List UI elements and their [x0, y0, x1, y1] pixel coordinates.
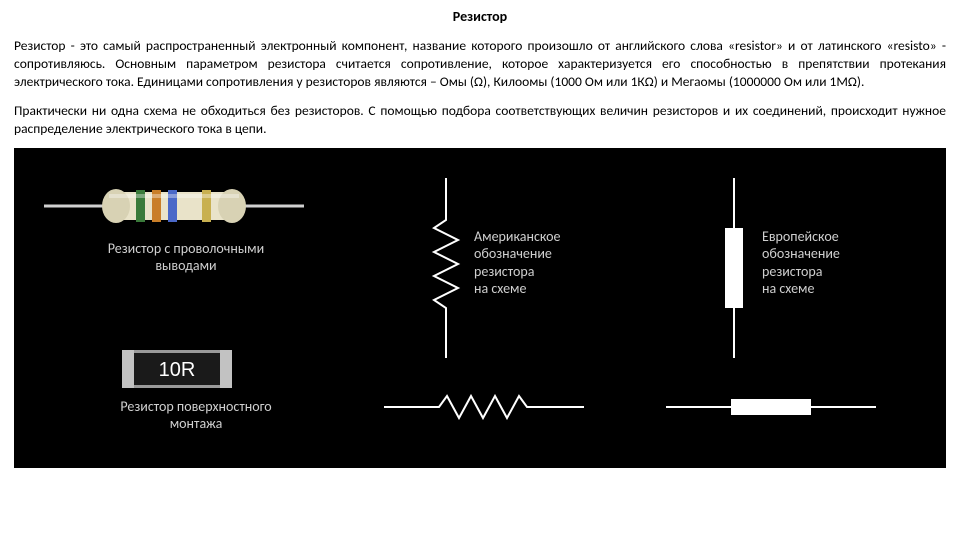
us-label-line1: Американское: [474, 228, 561, 245]
eu-label-line3: резистора: [762, 263, 822, 280]
eu-label-line2: обозначение: [762, 245, 840, 262]
us-label-line4: на схеме: [474, 280, 526, 297]
leaded-label-line1: Резистор с проволочными: [108, 240, 264, 257]
eu-label-line1: Европейское: [762, 228, 839, 245]
leaded-resistor-icon: [44, 176, 304, 236]
us-symbol-label: Американское обозначение резистора на сх…: [474, 228, 561, 298]
eu-symbol-vertical-icon: [714, 178, 754, 358]
eu-symbol-label: Европейское обозначение резистора на схе…: [762, 228, 840, 298]
us-label-line3: резистора: [474, 263, 534, 280]
smd-resistor-label: Резистор поверхностного монтажа: [86, 398, 306, 433]
smd-label-line2: монтажа: [170, 415, 223, 432]
paragraph-2: Практически ни одна схема не обходиться …: [14, 102, 946, 138]
page-title: Резистор: [14, 8, 946, 27]
smd-label-line1: Резистор поверхностного: [120, 398, 271, 415]
us-label-line2: обозначение: [474, 245, 552, 262]
leaded-resistor-label: Резистор с проволочными выводами: [86, 240, 286, 275]
resistor-diagram: Резистор с проволочными выводами 10R Рез…: [14, 148, 946, 468]
paragraph-1: Резистор - это самый распространенный эл…: [14, 37, 946, 92]
smd-resistor-icon: 10R: [122, 346, 232, 392]
eu-label-line4: на схеме: [762, 280, 814, 297]
us-symbol-horizontal-icon: [384, 392, 584, 422]
us-symbol-vertical-icon: [426, 178, 466, 358]
leaded-label-line2: выводами: [155, 257, 216, 274]
smd-value-text: 10R: [159, 359, 196, 381]
eu-symbol-horizontal-icon: [666, 392, 876, 422]
